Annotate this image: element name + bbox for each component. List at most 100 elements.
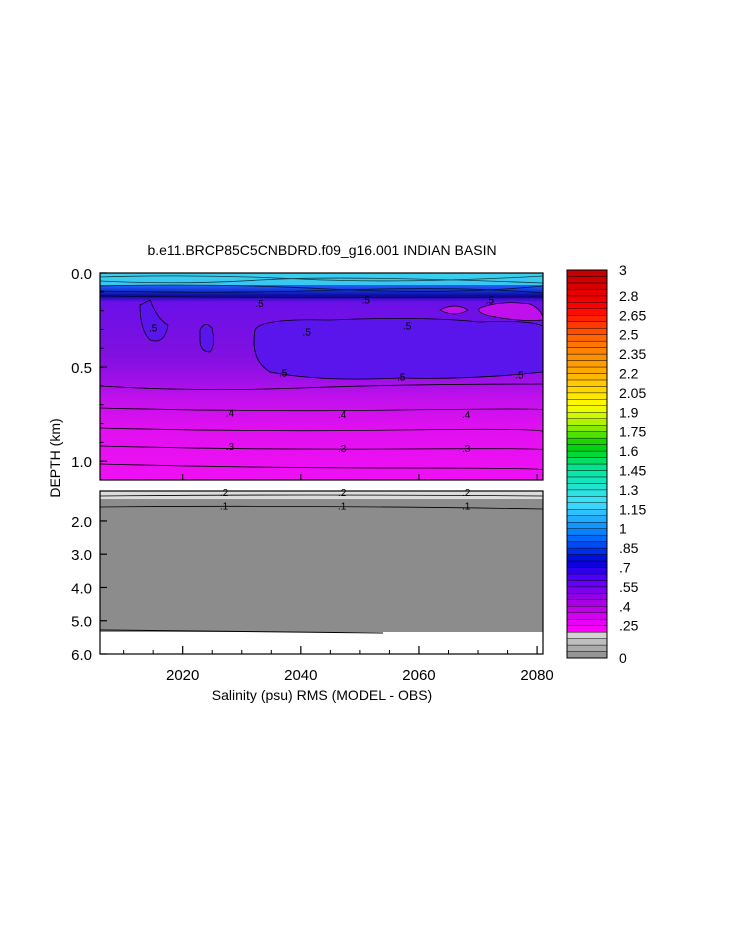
colorbar-segment — [566, 631, 608, 639]
colorbar-segment — [566, 289, 608, 297]
contour-label: .5 — [403, 322, 412, 333]
colorbar-segment — [566, 450, 608, 458]
colorbar-segment — [566, 644, 608, 652]
colorbar-segment — [566, 554, 608, 562]
colorbar-segment — [566, 593, 608, 600]
y-tick-label: 0.5 — [71, 360, 92, 377]
contour-label: .5 — [515, 371, 524, 382]
colorbar-tick-label: .85 — [619, 540, 639, 556]
x-axis-label: Salinity (psu) RMS (MODEL - OBS) — [212, 687, 432, 703]
colorbar-segment — [566, 366, 608, 374]
colorbar-frame — [566, 269, 608, 659]
contour-label: .2 — [220, 488, 229, 499]
contour-line-3 — [100, 427, 543, 433]
colorbar-segment — [566, 528, 608, 536]
colorbar-segment — [566, 328, 608, 335]
colorbar-segment — [566, 269, 608, 277]
colorbar-segment — [566, 360, 608, 368]
lower-contour-top — [99, 494, 544, 497]
y-tick-label: 4.0 — [71, 580, 92, 597]
colorbar-segment — [566, 302, 608, 310]
colorbar-segment — [566, 418, 608, 426]
x-tick-label: 2060 — [402, 667, 435, 684]
colorbar-tick-label: .25 — [619, 618, 639, 634]
colorbar-segment — [566, 470, 608, 478]
colorbar-segment — [566, 386, 608, 394]
colorbar-segment — [566, 405, 608, 413]
contour-label: .5 — [255, 299, 264, 310]
colorbar-tick-label: 1 — [619, 521, 627, 537]
colorbar-segment — [566, 444, 608, 452]
colorbar-segment — [566, 412, 608, 419]
colorbar-segment — [566, 586, 608, 594]
colorbar-segment — [566, 534, 608, 542]
colorbar-segment — [566, 334, 608, 342]
colorbar-segment — [566, 515, 608, 523]
colorbar-segment — [566, 340, 608, 348]
colorbar-tick-label: 2.8 — [619, 288, 639, 304]
surface-contours — [100, 275, 543, 298]
colorbar-segment — [566, 282, 608, 290]
colorbar-segment — [566, 560, 608, 568]
magenta-blob-right — [478, 302, 543, 321]
colorbar-segment — [566, 638, 608, 646]
contour-line-5 — [100, 463, 543, 471]
colorbar-segment — [566, 353, 608, 361]
contour-label: .5 — [303, 327, 312, 338]
colorbar-tick-label: 1.15 — [619, 501, 646, 517]
colorbar-tick-label: 2.5 — [619, 327, 639, 343]
contour-label: .1 — [220, 501, 229, 512]
colorbar-segment — [566, 399, 608, 407]
colorbar-tick-label: 2.65 — [619, 307, 646, 323]
colorbar-segment — [566, 509, 608, 516]
y-axis-label: DEPTH (km) — [47, 418, 63, 497]
colorbar-segment — [566, 496, 608, 504]
lower-contour-mid — [99, 505, 544, 510]
colorbar-segment — [566, 599, 608, 607]
colorbar-tick-label: 1.3 — [619, 482, 639, 498]
colorbar-tick-label: 1.75 — [619, 424, 646, 440]
contour-label: .5 — [362, 295, 371, 306]
x-tick-label: 2040 — [284, 667, 317, 684]
contour-label: .1 — [462, 501, 471, 512]
contour-label: .3 — [462, 444, 471, 455]
contour-label: .3 — [226, 442, 235, 453]
colorbar-segment — [566, 392, 608, 400]
contour-label: .5 — [397, 373, 406, 384]
colorbar-segment — [566, 295, 608, 303]
colorbar-segment — [566, 431, 608, 439]
contour-line-1 — [100, 383, 543, 390]
colorbar-segment — [566, 567, 608, 575]
bottom-contour — [99, 629, 384, 634]
colorbar-tick-label: 3 — [619, 262, 627, 278]
colorbar-segment — [566, 425, 608, 432]
colorbar-segment — [566, 625, 608, 633]
colorbar-segment — [566, 612, 608, 620]
colorbar-segment — [566, 547, 608, 555]
colorbar-tick-label: 0 — [619, 650, 627, 666]
colorbar-segment — [566, 541, 608, 549]
colorbar-tick-label: 1.9 — [619, 404, 639, 420]
colorbar-segment — [566, 619, 608, 626]
colorbar-tick-label: .55 — [619, 579, 639, 595]
colorbar-segment — [566, 347, 608, 355]
x-tick-label: 2080 — [520, 667, 553, 684]
contour-labels: .5 .5 .5 .5 .5 .5 .5 .5 .5 .4 .4 .4 .3 .3 .3 .2 .2 .2 .1 .1… — [149, 295, 524, 512]
lower-panel-frame — [99, 490, 544, 655]
lower-panel-field — [100, 499, 543, 632]
colorbar-tick-label: 2.05 — [619, 385, 646, 401]
contour-label: .5 — [149, 324, 158, 335]
colorbar-segment — [566, 606, 608, 613]
colorbar-segment — [566, 573, 608, 581]
colorbar-segment — [566, 476, 608, 484]
colorbar-tick-label: 2.2 — [619, 365, 639, 381]
contour-label: .2 — [462, 488, 471, 499]
y-tick-label: 3.0 — [71, 547, 92, 564]
colorbar-tick-label: 1.6 — [619, 443, 639, 459]
colorbar-segment — [566, 437, 608, 445]
colorbar-tick-label: .7 — [619, 559, 631, 575]
colorbar-segment — [566, 483, 608, 491]
colorbar-segment — [566, 463, 608, 471]
small-blob-left — [199, 324, 214, 353]
contour-label: .1 — [338, 501, 347, 512]
